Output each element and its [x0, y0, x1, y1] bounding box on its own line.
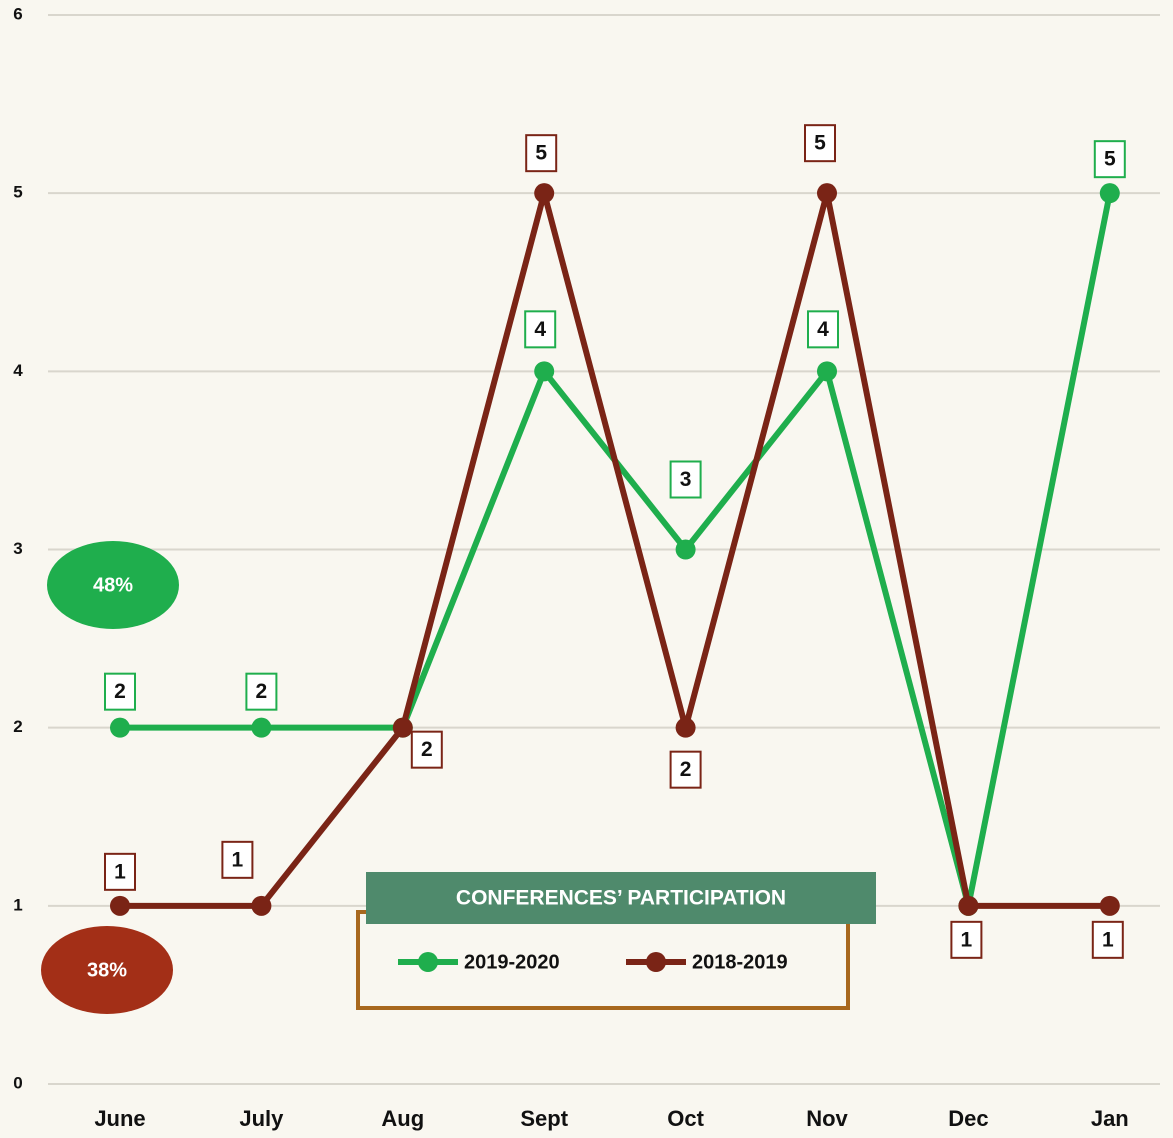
point: [251, 895, 272, 916]
point: [675, 717, 696, 738]
x-tick-label: Nov: [806, 1106, 848, 1131]
line: [120, 190, 1110, 909]
data-label: 1: [232, 848, 244, 871]
x-tick-label: Jan: [1091, 1106, 1129, 1131]
y-tick-label: 0: [13, 1073, 22, 1092]
point: [534, 361, 555, 382]
x-tick-label: July: [239, 1106, 284, 1131]
legend-label: 2019-2020: [464, 951, 560, 973]
data-label: 1: [1102, 928, 1114, 951]
data-label: 5: [814, 132, 826, 155]
legend: 2019-2020 2018-2019: [398, 951, 788, 973]
point: [534, 183, 555, 204]
point: [1099, 895, 1120, 916]
annotation-badge: [47, 541, 179, 629]
annotation: 38%: [87, 959, 127, 981]
point: [110, 717, 130, 738]
data-label-box: [950, 920, 983, 959]
data-label-box: [669, 460, 702, 499]
data-label: 2: [114, 680, 126, 703]
y-tick-label: 6: [13, 4, 22, 23]
data-label-box: [104, 852, 136, 891]
data-label-box: [410, 730, 443, 769]
data-label-box: [804, 124, 836, 163]
data-label: 3: [680, 468, 692, 491]
legend-swatch-dot: [646, 952, 666, 972]
data-label: 2: [421, 738, 433, 761]
x-tick-label: June: [94, 1106, 145, 1131]
data-label: 5: [535, 142, 547, 165]
y-tick-label: 2: [13, 717, 22, 736]
x-tick-label: Dec: [948, 1106, 988, 1131]
data-label-box: [104, 672, 136, 711]
point: [1099, 183, 1120, 204]
y-tick-label: 1: [13, 895, 22, 914]
point: [958, 895, 979, 916]
data-label-box: [1093, 140, 1126, 179]
point: [110, 895, 130, 916]
data-label-box: [221, 840, 254, 879]
data-label-box: [245, 672, 278, 711]
point: [392, 717, 413, 738]
chart-title: CONFERENCES’ PARTICIPATION: [456, 887, 786, 910]
data-label: 2: [680, 758, 692, 781]
data-label: 4: [817, 318, 829, 341]
data-label: 1: [961, 928, 973, 951]
data-label-box: [807, 310, 839, 349]
x-tick-label: Aug: [381, 1106, 424, 1131]
annotation-badge: [41, 926, 173, 1014]
data-label-box: [524, 310, 557, 349]
data-label-box: [669, 750, 702, 789]
legend-label: 2018-2019: [692, 951, 788, 973]
plot: 2 2 4 3 4 5 1 1 2 5 2 5 1 1 48% 38%: [41, 124, 1126, 1014]
annotation: 48%: [93, 574, 133, 596]
data-label: 2: [256, 680, 268, 703]
x-tick-label: Sept: [520, 1106, 568, 1131]
point: [817, 361, 837, 382]
data-label: 4: [534, 318, 546, 341]
x-tick-label: Oct: [667, 1106, 704, 1131]
point: [817, 183, 837, 204]
data-label: 5: [1104, 148, 1116, 171]
y-tick-label: 5: [13, 183, 22, 202]
point: [675, 539, 696, 560]
data-label-box: [525, 134, 558, 173]
data-label: 1: [114, 860, 126, 883]
legend-swatch-dot: [418, 952, 438, 972]
point: [251, 717, 272, 738]
data-label-box: [1091, 920, 1124, 959]
y-tick-label: 4: [13, 361, 23, 380]
y-tick-label: 3: [13, 539, 22, 558]
legend-title-bg: [366, 872, 876, 924]
